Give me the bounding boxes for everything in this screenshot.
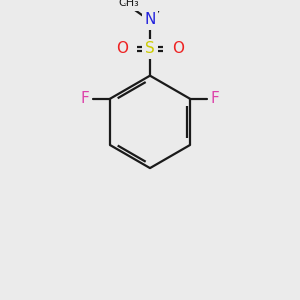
Text: O: O	[172, 41, 184, 56]
Text: S: S	[145, 41, 155, 56]
Text: F: F	[211, 91, 219, 106]
Text: F: F	[81, 91, 89, 106]
Text: methyl: methyl	[124, 3, 129, 4]
Text: CH₃: CH₃	[118, 0, 139, 8]
Text: N: N	[144, 12, 156, 27]
Text: O: O	[116, 41, 128, 56]
